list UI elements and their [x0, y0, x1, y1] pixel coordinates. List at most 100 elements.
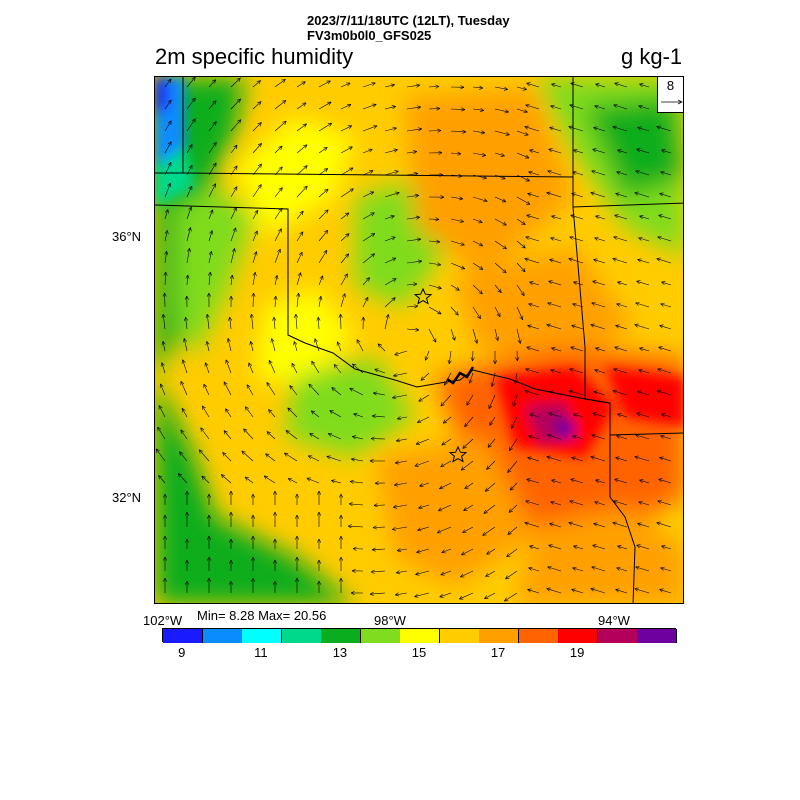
- wind-arrow: [414, 460, 430, 467]
- wind-arrow: [384, 170, 399, 176]
- wind-arrow: [164, 209, 169, 220]
- wind-arrow: [525, 500, 540, 506]
- wind-arrow: [428, 86, 439, 88]
- wind-arrow: [614, 82, 628, 88]
- wind-arrow: [318, 122, 332, 132]
- colorbar-tick-label: 17: [490, 645, 506, 660]
- colorbar-tick-label: 13: [332, 645, 348, 660]
- wind-arrow: [507, 526, 518, 535]
- wind-arrow: [569, 236, 584, 242]
- wind-arrow: [516, 262, 526, 273]
- wind-arrow: [494, 284, 502, 293]
- wind-arrow: [206, 314, 210, 330]
- wind-arrow: [516, 306, 523, 320]
- wind-arrow: [635, 566, 650, 572]
- wind-arrow: [349, 503, 364, 506]
- wind-arrow: [425, 350, 430, 361]
- wind-arrow: [590, 192, 606, 198]
- wind-arrow: [612, 390, 628, 396]
- wind-arrow: [551, 479, 562, 484]
- wind-arrow: [516, 108, 528, 113]
- wind-arrow: [661, 149, 672, 154]
- wind-arrow: [227, 338, 232, 352]
- wind-arrow: [524, 126, 540, 132]
- wind-arrow: [377, 343, 386, 352]
- field-title: 2m specific humidity: [155, 44, 354, 69]
- wind-arrow: [573, 281, 584, 286]
- wind-arrow: [186, 185, 193, 198]
- wind-vectors: [155, 77, 672, 602]
- wind-arrow: [208, 121, 217, 132]
- wind-arrow: [635, 302, 650, 308]
- wind-arrow: [438, 504, 452, 512]
- wind-arrow: [464, 482, 474, 489]
- wind-arrow: [617, 281, 628, 286]
- wind-arrow: [550, 369, 562, 374]
- wind-arrow: [329, 410, 342, 418]
- wind-arrow: [528, 303, 540, 308]
- wind-arrow: [287, 478, 298, 484]
- wind-arrow: [340, 273, 348, 286]
- wind-arrow: [164, 120, 172, 132]
- wind-arrow: [549, 523, 562, 528]
- wind-arrow: [274, 120, 287, 132]
- wind-arrow: [494, 306, 501, 317]
- wind-arrow: [415, 438, 430, 445]
- wind-arrow: [526, 346, 540, 352]
- wind-arrow: [484, 592, 496, 599]
- wind-arrow: [268, 360, 276, 374]
- wind-arrow: [428, 284, 442, 289]
- lat-label-32n: 32°N: [112, 490, 142, 505]
- wind-arrow: [466, 394, 474, 406]
- wind-arrow: [205, 362, 210, 374]
- wind-arrow: [484, 482, 496, 492]
- wind-arrow: [656, 522, 672, 528]
- wind-arrow: [308, 455, 320, 462]
- wind-arrow: [548, 280, 562, 286]
- wind-arrow: [225, 408, 232, 418]
- wind-arrow: [274, 145, 283, 154]
- wind-arrow: [572, 171, 584, 176]
- wind-arrow: [362, 104, 377, 110]
- wind-arrow: [230, 186, 238, 198]
- wind-arrow: [392, 526, 408, 530]
- colorbar-tick-label: 11: [254, 645, 268, 660]
- wind-arrow: [463, 504, 474, 511]
- wind-arrow: [595, 83, 606, 88]
- wind-arrow: [494, 240, 507, 250]
- wind-arrow: [512, 394, 518, 407]
- wind-arrow: [573, 545, 584, 550]
- wind-arrow: [486, 548, 496, 555]
- wind-arrow: [384, 106, 396, 110]
- wind-arrow: [340, 253, 349, 264]
- wind-arrow: [296, 272, 302, 286]
- wind-arrow: [595, 215, 606, 220]
- wind-arrow: [384, 297, 396, 308]
- wind-arrow: [638, 105, 650, 110]
- wind-arrow: [372, 548, 386, 551]
- wind-arrow: [230, 119, 242, 132]
- colorbar-tick-label: 9: [178, 645, 186, 660]
- wind-arrow: [384, 257, 397, 264]
- wind-arrow: [593, 391, 606, 396]
- wind-arrow: [450, 108, 466, 110]
- colorbar-swatch: [321, 629, 362, 643]
- wind-arrow: [252, 292, 254, 308]
- state-borders: [155, 77, 683, 603]
- wind-arrow: [296, 293, 299, 308]
- wind-arrow: [274, 100, 287, 110]
- wind-arrow: [525, 104, 540, 110]
- wind-arrow: [318, 229, 329, 242]
- wind-arrow: [661, 545, 672, 550]
- wind-arrow: [635, 434, 650, 440]
- wind-arrow: [208, 272, 211, 286]
- wind-arrow: [659, 589, 672, 594]
- wind-arrow: [352, 363, 364, 374]
- wind-arrow: [203, 384, 210, 396]
- wind-arrow: [406, 84, 420, 88]
- wind-arrow: [306, 477, 320, 484]
- wind-arrow: [417, 526, 430, 531]
- wind-arrow: [549, 127, 562, 132]
- wind-arrow: [396, 438, 408, 442]
- wind-arrow: [296, 165, 308, 176]
